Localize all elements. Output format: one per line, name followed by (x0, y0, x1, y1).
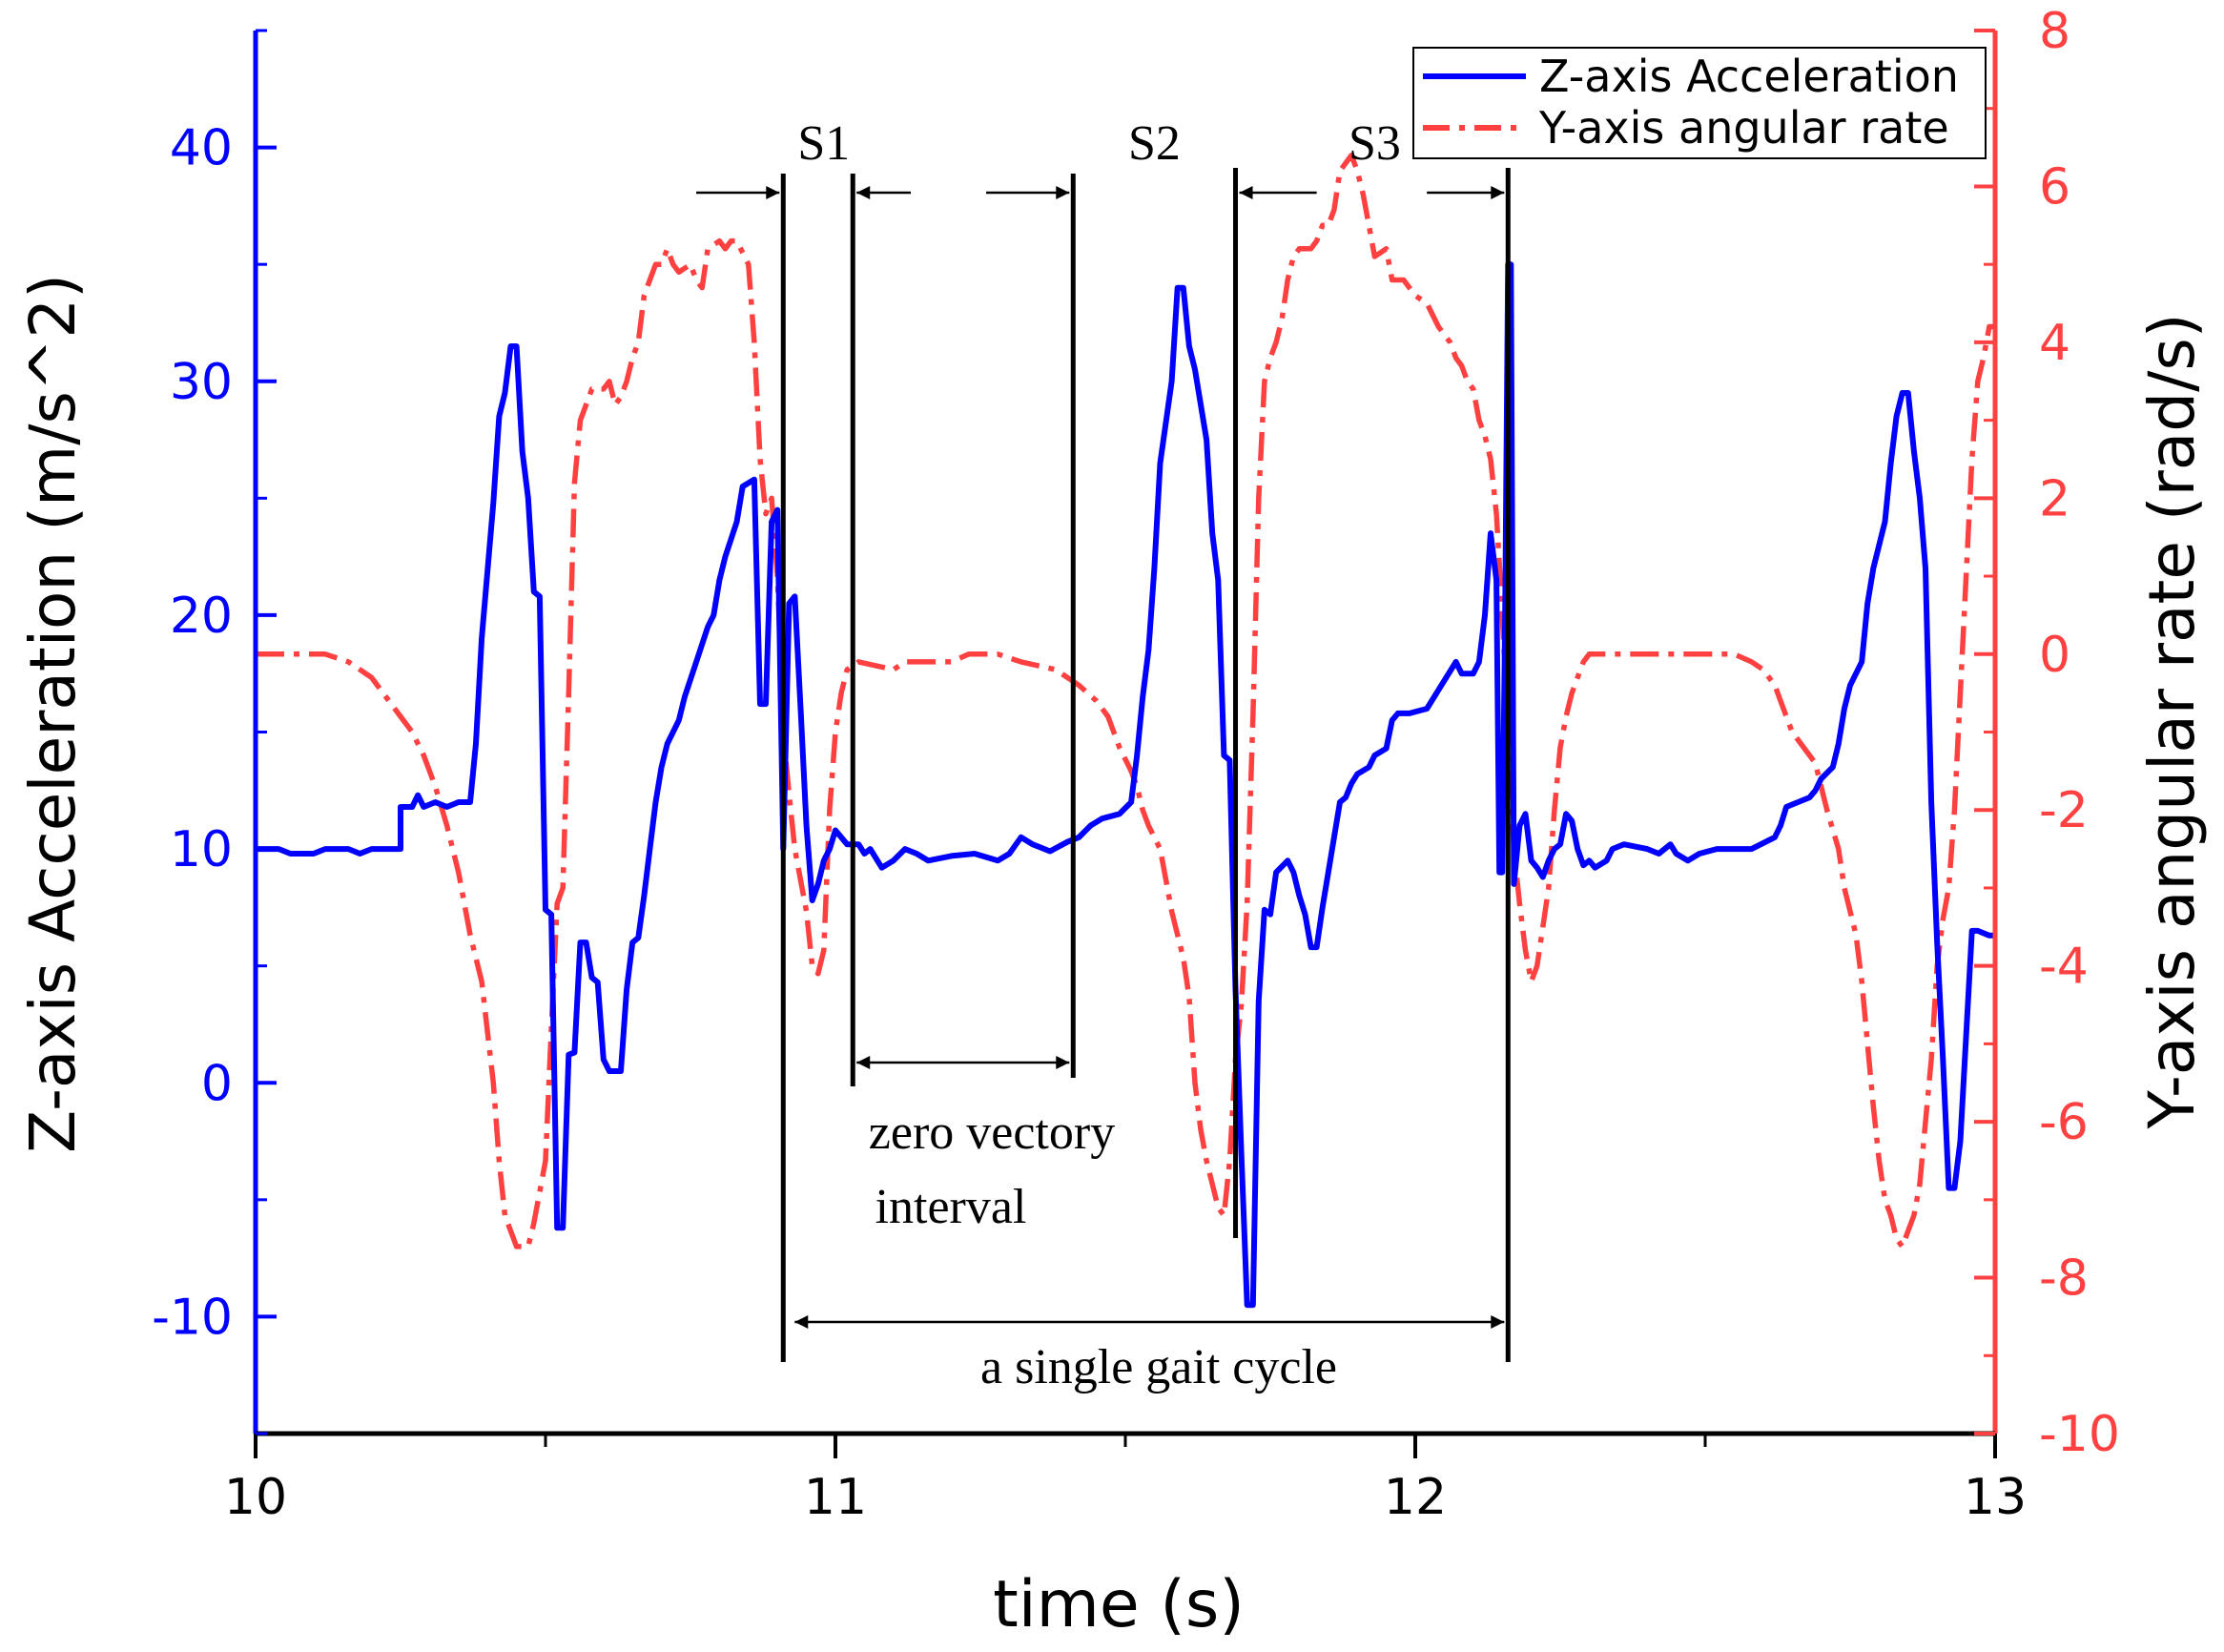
legend-label-gyro: Y-axis angular rate (1538, 102, 1949, 154)
right-tick-label-0: 0 (2039, 627, 2070, 684)
right-tick-label--8: -8 (2039, 1250, 2089, 1308)
left-tick-label-0: 0 (201, 1055, 233, 1112)
left-tick-label-40: 40 (170, 120, 233, 177)
left-tick-label-20: 20 (170, 588, 233, 645)
x-tick-label-11: 11 (804, 1469, 867, 1526)
left-tick-label-10: 10 (170, 821, 233, 878)
x-tick-label-12: 12 (1384, 1469, 1447, 1526)
right-tick-label-4: 4 (2039, 315, 2070, 372)
x-axis-title: time (s) (993, 1567, 1245, 1642)
right-tick-label-6: 6 (2039, 158, 2070, 216)
zero-velocity-label-line-2: interval (875, 1180, 1027, 1234)
annotation-layer: S1 S2 S3 (696, 116, 1511, 1362)
s3-label: S3 (1349, 116, 1401, 171)
x-tick-label-13: 13 (1964, 1469, 2027, 1526)
right-axis-title: Y-axis angular rate (rad/s) (2135, 313, 2209, 1129)
s2-label: S2 (1128, 116, 1181, 171)
series-layer (256, 153, 1995, 1309)
left-axis-title: Z-axis Acceleration (m/s^2) (16, 274, 90, 1153)
right-tick-label-8: 8 (2039, 3, 2070, 60)
legend-label-accel: Z-axis Acceleration (1539, 51, 1959, 102)
right-tick-label--10: -10 (2039, 1406, 2120, 1463)
legend: Z-axis Acceleration Y-axis angular rate (1412, 47, 1987, 159)
left-tick-label--10: -10 (152, 1289, 233, 1346)
right-tick-label--2: -2 (2039, 782, 2089, 839)
zero-velocity-label-line-1: zero vectory (869, 1105, 1115, 1160)
right-tick-label-2: 2 (2039, 470, 2070, 527)
x-tick-label-10: 10 (224, 1469, 287, 1526)
s1-label: S1 (797, 116, 850, 171)
gait-cycle-label: a single gait cycle (980, 1340, 1337, 1394)
legend-box (1412, 47, 1987, 159)
right-tick-label--4: -4 (2039, 939, 2089, 996)
right-tick-label--6: -6 (2039, 1094, 2089, 1151)
left-tick-label-30: 30 (170, 354, 233, 411)
series-line-z-acceleration (256, 261, 1995, 1309)
